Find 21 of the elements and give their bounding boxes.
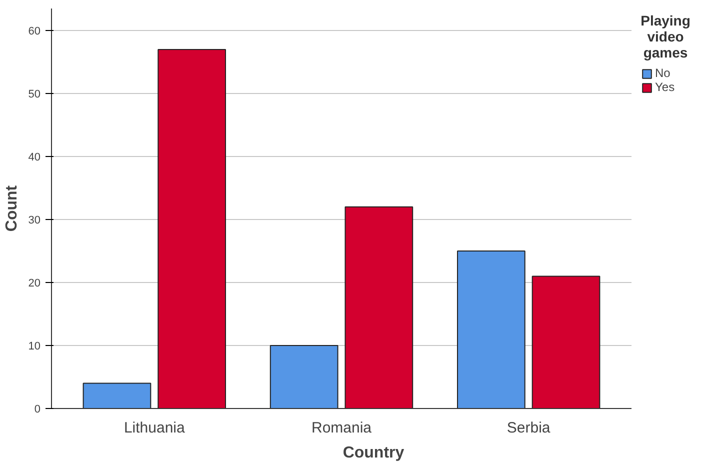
y-tick-label: 40 — [28, 152, 41, 164]
bar — [344, 206, 414, 408]
legend-label: Yes — [655, 80, 675, 94]
legend-label: No — [655, 66, 672, 80]
y-tick-label: 20 — [28, 278, 41, 290]
bar — [82, 382, 152, 408]
y-tick-label: 50 — [28, 88, 41, 101]
legend-title: Playing video games — [640, 12, 690, 60]
bar — [532, 276, 600, 408]
y-tick-label: 0 — [34, 404, 41, 416]
bar — [158, 48, 226, 408]
y-tick-label: 30 — [28, 214, 41, 227]
x-tick-label: Romania — [311, 420, 372, 436]
y-tick-label: 10 — [28, 340, 41, 353]
y-axis-title: Count — [3, 184, 20, 232]
y-tick-label: 60 — [28, 26, 41, 38]
bar — [270, 345, 338, 408]
x-axis-title: Country — [342, 444, 404, 462]
x-tick-label: Serbia — [506, 420, 551, 436]
bar — [457, 250, 526, 408]
x-tick-label: Lithuania — [124, 420, 186, 436]
